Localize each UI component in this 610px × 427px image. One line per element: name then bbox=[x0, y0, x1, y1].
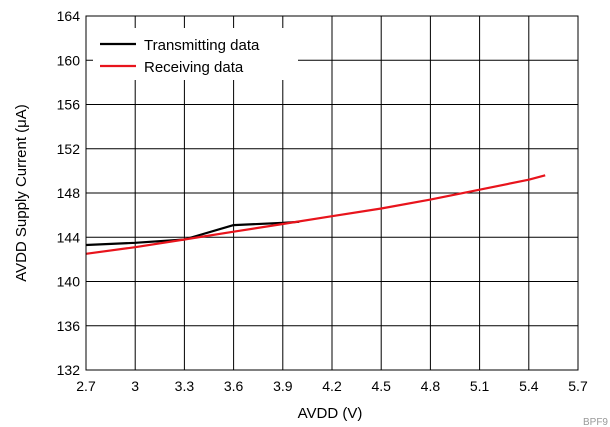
x-tick-label: 3.9 bbox=[273, 378, 293, 394]
x-tick-label: 5.7 bbox=[568, 378, 588, 394]
y-tick-label: 136 bbox=[57, 318, 81, 334]
series-line-transmitting bbox=[85, 220, 300, 247]
legend-label-receiving: Receiving data bbox=[144, 59, 244, 76]
series-line-receiving bbox=[85, 174, 546, 255]
y-tick-label: 148 bbox=[57, 185, 81, 201]
legend-box bbox=[93, 28, 298, 80]
figure-code: BPF9 bbox=[583, 417, 608, 427]
x-tick-label: 3 bbox=[131, 378, 139, 394]
y-tick-label: 140 bbox=[57, 274, 81, 290]
legend-label-transmitting: Transmitting data bbox=[144, 37, 260, 54]
x-tick-label: 2.7 bbox=[76, 378, 96, 394]
y-tick-label: 156 bbox=[57, 97, 81, 113]
series-layer bbox=[85, 174, 546, 255]
y-tick-label: 144 bbox=[57, 229, 81, 245]
x-tick-label: 5.1 bbox=[470, 378, 490, 394]
y-tick-labels: 132 136 140 144 148 152 156 160 164 bbox=[57, 8, 81, 378]
y-tick-label: 132 bbox=[57, 362, 81, 378]
x-tick-label: 3.6 bbox=[224, 378, 244, 394]
grid bbox=[86, 16, 578, 370]
x-tick-label: 5.4 bbox=[519, 378, 539, 394]
x-tick-labels: 2.7 3 3.3 3.6 3.9 4.2 4.5 4.8 5.1 5.4 5.7 bbox=[76, 378, 588, 394]
y-tick-label: 152 bbox=[57, 141, 81, 157]
y-tick-label: 160 bbox=[57, 52, 81, 68]
x-axis-label: AVDD (V) bbox=[298, 405, 363, 422]
x-tick-label: 4.2 bbox=[322, 378, 342, 394]
x-tick-label: 4.5 bbox=[371, 378, 391, 394]
x-tick-label: 4.8 bbox=[421, 378, 441, 394]
legend: Transmitting data Receiving data bbox=[93, 28, 298, 80]
y-axis-label: AVDD Supply Current (μA) bbox=[13, 104, 30, 282]
y-tick-label: 164 bbox=[57, 8, 81, 24]
plot-frame bbox=[85, 15, 579, 371]
x-tick-label: 3.3 bbox=[175, 378, 195, 394]
